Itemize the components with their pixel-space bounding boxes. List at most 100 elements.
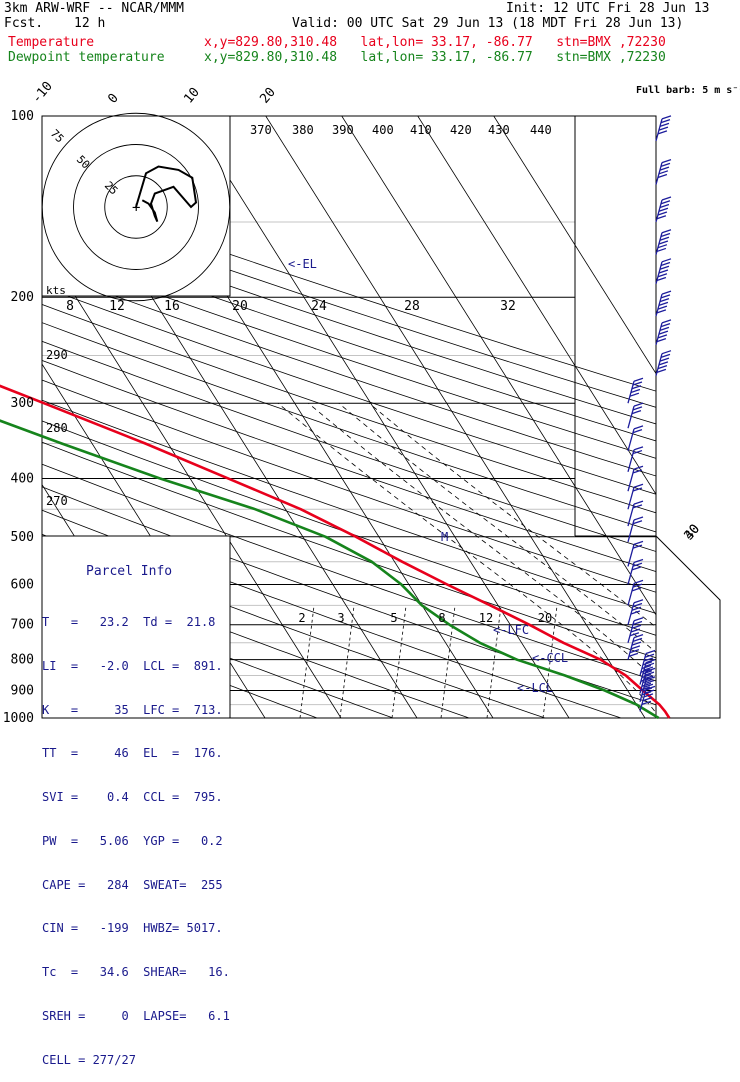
wind-barb-0 [655,115,672,142]
lfc-marker: <-LFC [493,623,529,637]
wind-barb-5 [655,290,672,317]
fcst-value: 12 h [74,16,106,31]
dewpoint-location: x,y=829.80,310.48 lat,lon= 33.17, -86.77… [204,50,666,65]
hodograph-ring-25 [104,175,168,239]
isotherm-10 [189,116,570,718]
dry-adiabat-390 [42,304,656,514]
dry-adiabat-360 [42,359,656,572]
hodograph-ring-75 [41,112,231,302]
parcel-row-4: SVI = 0.4 CCL = 795. [42,790,223,805]
parcel-row-5: PW = 5.06 YGP = 0.2 [42,833,223,848]
pressure-label-700: 700 [11,618,34,633]
wind-barb-11 [627,446,644,472]
moist-adiabat-30 [338,402,656,653]
pressure-label-300: 300 [11,396,34,411]
pressure-label-600: 600 [11,577,34,592]
mixing-ratio-top-label-32: 32 [500,299,516,314]
wind-barb-12 [627,465,644,492]
mixing-ratio-top-label-20: 20 [232,299,248,314]
ccl-marker: <-CCL [532,651,568,665]
isotherm-label-0: 0 [105,91,122,107]
pressure-label-900: 900 [11,683,34,698]
melting-level-marker: M [441,530,448,544]
pressure-label-100: 100 [11,109,34,124]
mixing-ratio-label-3: 3 [337,611,344,625]
frame-extension [655,535,721,719]
barb-scale-label: Full barb: 5 m s⁻¹ [636,85,740,96]
mixing-ratio-label-5: 5 [390,611,397,625]
mixing-ratio-top-label-24: 24 [311,299,327,314]
mixing-ratio-20 [542,605,558,718]
theta-label-280: 280 [46,421,68,435]
isotherm-50 [493,116,656,375]
wind-barb-14 [627,500,644,527]
theta-label-420: 420 [450,123,472,137]
isotherm-40 [417,116,656,495]
wind-barb-18 [627,579,644,606]
wind-barb-26 [639,685,656,712]
wind-barb-9 [627,402,644,429]
isotherm--20 [42,242,342,718]
isotherm-30 [341,116,656,616]
isotherm-label--10: -10 [29,79,56,107]
mixing-ratio-label-12: 12 [479,611,493,625]
mixing-ratio-top-label-8: 8 [66,299,74,314]
hodograph-center: + [132,200,140,216]
wind-barb-3 [655,229,672,255]
mixing-ratio-8 [440,605,456,718]
wind-barb-22 [639,649,656,676]
wind-barb-13 [627,483,644,510]
wind-barb-4 [655,258,672,284]
hodograph-ring-50 [73,144,199,270]
wind-barb-17 [627,558,644,585]
plot-frame [41,115,657,719]
model-title: 3km ARW-WRF -- NCAR/MMM [4,1,185,16]
wind-barb-10 [627,425,644,452]
pressure-label-500: 500 [11,530,34,545]
mixing-ratio-2 [299,605,315,718]
wind-barb-7 [655,350,672,376]
parcel-row-1: LI = -2.0 LCL = 891. [42,658,223,673]
parcel-row-9: SREH = 0 LAPSE= 6.1 [42,1009,230,1023]
parcel-row-7: CIN = -199 HWBZ= 5017. [42,921,223,936]
mixing-ratio-12 [486,605,502,718]
parcel-row-10: CELL = 277/27 [42,1052,136,1067]
hodograph-kts-label: kts [46,284,66,297]
parcel-row-3: TT = 46 EL = 176. [42,746,223,761]
dewpoint-line [0,419,660,720]
theta-label-400: 400 [372,123,394,137]
dry-adiabat-450 [42,203,656,408]
parcel-info-frame [41,535,231,719]
parcel-row-2: K = 35 LFC = 713. [42,702,223,717]
mixing-ratio-top-label-12: 12 [109,299,125,314]
isotherm-20 [265,116,646,718]
dry-adiabat-320 [42,441,656,659]
parcel-row-0: T = 23.2 Td = 21.8 [42,614,216,629]
isotherm-label-10: 10 [181,85,203,107]
mixing-ratio-label-2: 2 [298,611,305,625]
dry-adiabat-400 [42,286,656,495]
wind-barb-20 [627,617,644,643]
wind-barb-1 [655,158,672,185]
pressure-label-1000: 1000 [3,711,34,726]
dry-adiabat-370 [42,340,656,552]
init-time: Init: 12 UTC Fri 28 Jun 13 [506,1,710,16]
dry-adiabat-440 [42,219,656,425]
theta-label-380: 380 [292,123,314,137]
theta-label-410: 410 [410,123,432,137]
temperature-label: Temperature [8,35,95,50]
wind-barb-15 [627,516,644,543]
lcl-marker: <-LCL [517,681,553,695]
dry-adiabat-380 [42,322,656,533]
pressure-label-800: 800 [11,653,34,668]
dry-adiabat-260 [42,584,394,718]
wind-barb-19 [627,599,644,625]
el-marker: <-EL [288,257,317,271]
valid-time: Valid: 00 UTC Sat 29 Jun 13 (18 MDT Fri … [292,16,684,31]
theta-label-290: 290 [46,348,68,362]
wind-barb-16 [627,540,644,567]
pressure-label-200: 200 [11,290,34,305]
isotherm-label-40: 40 [682,522,704,544]
parcel-row-8: Tc = 34.6 SHEAR= 16. [42,965,230,980]
